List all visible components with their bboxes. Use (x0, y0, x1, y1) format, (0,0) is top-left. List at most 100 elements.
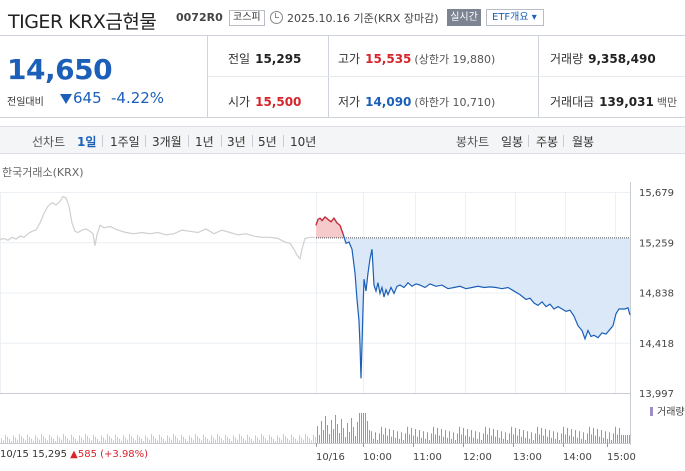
volume-bar (11, 441, 12, 443)
volume-bar (71, 434, 72, 443)
tab-1w[interactable]: 1주일 (110, 135, 140, 149)
volume-bar (103, 437, 104, 443)
volume-bar (369, 430, 370, 443)
volume-label: 거래량 (657, 406, 685, 418)
change-label: 전일대비 (7, 97, 44, 108)
volume-bar (513, 434, 514, 443)
volume-bar (151, 434, 152, 443)
volume-bar (297, 441, 298, 443)
volume-bar (389, 429, 390, 443)
volume-bar (383, 434, 384, 443)
prev-close-value: 15,295 (255, 52, 302, 66)
volume-bar (437, 427, 438, 443)
volume-bar (293, 436, 294, 443)
volume-bar (123, 435, 124, 443)
volume-bar (59, 437, 60, 443)
tab-weekly[interactable]: 주봉 (536, 135, 559, 149)
base-date: 2025.10.16 기준(KRX 장마감) (287, 12, 439, 25)
volume-bar (161, 436, 162, 443)
volume-bar (33, 441, 34, 443)
volume-bar (505, 432, 506, 443)
volume-bar (127, 439, 128, 443)
y-tick-label: 15,679 (639, 188, 674, 199)
change-value: 645 (73, 89, 102, 107)
volume-bar (327, 425, 328, 443)
tab-divider (252, 135, 253, 147)
volume-bar (113, 440, 114, 443)
volume-bar (299, 435, 300, 443)
volume-bar (177, 438, 178, 443)
tab-divider (188, 135, 189, 147)
volume-bar (79, 435, 80, 443)
volume-bar (219, 436, 220, 443)
volume-bar (185, 438, 186, 443)
volume-bar (181, 434, 182, 443)
volume-bar (259, 439, 260, 443)
tab-10y[interactable]: 10년 (290, 135, 317, 149)
volume-bar (67, 438, 68, 443)
volume-bar (373, 438, 374, 443)
volume-bar (49, 434, 50, 443)
volume-bar (225, 434, 226, 443)
volume-bar (601, 430, 602, 443)
volume-bar (413, 435, 414, 443)
volume-bar (387, 435, 388, 443)
tab-monthly[interactable]: 월봉 (572, 135, 595, 149)
volume-bar (479, 432, 480, 443)
volume-bar (449, 431, 450, 443)
volume-bar (587, 433, 588, 443)
volume-bar (411, 427, 412, 443)
tab-divider (221, 135, 222, 147)
quote-panel: 14,650 전일대비 645 -4.22% 전일 15,295 고가 15,535… (0, 36, 685, 118)
volume-bar (343, 428, 344, 443)
volume-bar (257, 437, 258, 443)
high-value: 15,535 (365, 52, 412, 66)
volume-bar (595, 435, 596, 443)
volume-bar (163, 438, 164, 443)
current-price: 14,650 (7, 53, 113, 86)
volume-bar (443, 436, 444, 443)
volume-bar (45, 438, 46, 443)
volume-bar (335, 415, 336, 443)
volume-cell: 거래량 9,358,490 (550, 50, 656, 67)
chart-lines (0, 195, 631, 379)
volume-bar (553, 431, 554, 443)
tab-divider (563, 135, 564, 147)
tab-3m[interactable]: 3개월 (152, 135, 182, 149)
volume-bar (115, 434, 116, 443)
volume-bar (555, 438, 556, 443)
volume-bar (229, 438, 230, 443)
price-line-up (315, 216, 344, 234)
volume-bar (397, 431, 398, 443)
volume-bar (231, 441, 232, 443)
volume-bar (303, 439, 304, 443)
volume-bar (489, 427, 490, 443)
volume-bar (549, 430, 550, 443)
open-cell: 시가 15,500 (228, 93, 301, 110)
realtime-button[interactable]: 실시간 (447, 9, 481, 26)
x-tick-label: 13:00 (513, 452, 542, 463)
open-value: 15,500 (255, 95, 302, 109)
volume-bar (301, 437, 302, 443)
volume-bar (385, 427, 386, 443)
volume-bar (197, 436, 198, 443)
volume-bar (43, 436, 44, 443)
prev-day-summary: 10/15 15,295 ▲585 (+3.98%) (0, 449, 148, 460)
volume-bar (69, 440, 70, 443)
volume-bar (583, 432, 584, 443)
volume-bar (331, 420, 332, 443)
tab-1y[interactable]: 1년 (195, 135, 214, 149)
volume-bar (275, 441, 276, 443)
volume-bar (341, 419, 342, 443)
volume-bar (221, 438, 222, 443)
volume-bar (367, 421, 368, 443)
etf-overview-dropdown[interactable]: ETF개요 ▾ (486, 9, 544, 26)
volume-bar (227, 436, 228, 443)
tab-5y[interactable]: 5년 (258, 135, 277, 149)
volume-bar (571, 429, 572, 443)
volume-bar (107, 434, 108, 443)
tab-1d[interactable]: 1일 (77, 135, 97, 149)
tab-3y[interactable]: 3년 (227, 135, 246, 149)
volume-bar (381, 426, 382, 443)
tab-daily[interactable]: 일봉 (501, 135, 524, 149)
